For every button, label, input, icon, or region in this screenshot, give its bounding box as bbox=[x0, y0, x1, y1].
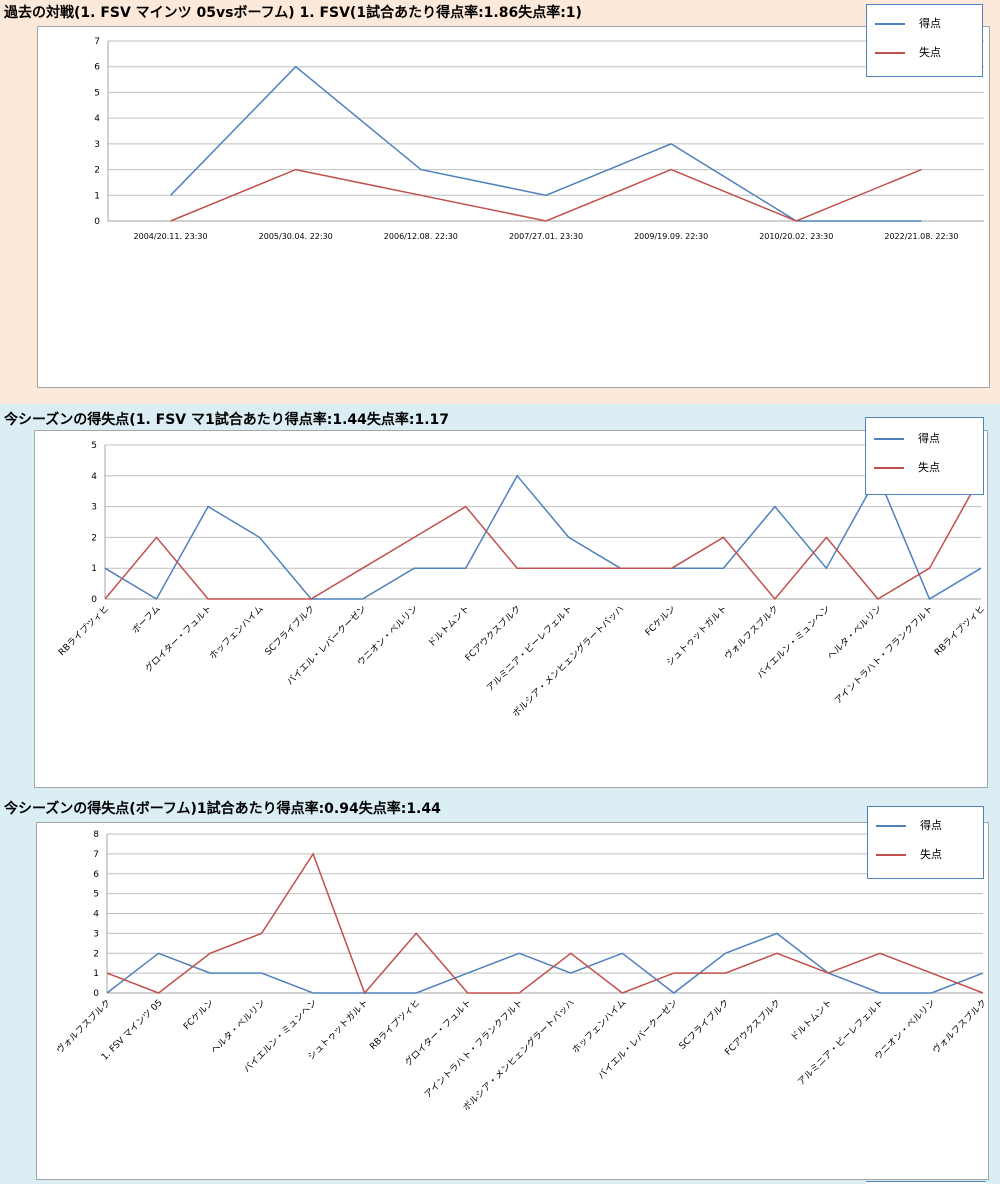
y-tick-label: 0 bbox=[93, 989, 99, 999]
y-tick-label: 3 bbox=[94, 140, 100, 150]
y-tick-label: 5 bbox=[93, 890, 99, 900]
next-legend-edge bbox=[866, 1181, 986, 1185]
bochum-season-chart: 0 1 2 3 4 5 6 7 8 ヴォルフスブルク 1. FSV マインツ 05 FCケルン ヘルタ・… bbox=[36, 822, 989, 1180]
legend-item-concede: 失点 bbox=[868, 844, 983, 864]
x-tick-label: ヴォルフスブルク bbox=[54, 997, 113, 1056]
series-line-concede bbox=[170, 168, 922, 222]
y-tick-label: 2 bbox=[91, 533, 97, 543]
legend-item-score: 得点 bbox=[868, 815, 983, 835]
x-tick-label: ヘルタ・ベルリン bbox=[825, 603, 884, 662]
y-tick-label: 6 bbox=[93, 870, 99, 880]
x-tick-label: ボルシア・メンヒェングラートバッハ bbox=[460, 997, 577, 1114]
past-matches-chart: 0 1 2 3 4 5 6 7 2004/20.11. 23:30 2005/30.04. 22:… bbox=[37, 26, 990, 388]
y-tick-label: 4 bbox=[94, 114, 100, 124]
x-tick-label: SCフライブルク bbox=[676, 997, 731, 1052]
y-tick-label: 1 bbox=[91, 564, 97, 574]
legend-item-concede: 失点 bbox=[867, 42, 982, 62]
x-tick-label: バイエル・レバークーゼン bbox=[284, 603, 369, 688]
y-tick-label: 0 bbox=[94, 217, 100, 227]
past-matches-title: 過去の対戦(1. FSV マインツ 05vsボーフム) 1. FSV(1試合あた… bbox=[4, 5, 582, 21]
y-tick-label: 2 bbox=[94, 166, 100, 176]
legend-concede-swatch bbox=[875, 52, 905, 54]
y-tick-label: 8 bbox=[93, 830, 99, 840]
x-tick-label: バイエル・レバークーゼン bbox=[595, 997, 680, 1082]
y-tick-label: 4 bbox=[93, 910, 99, 920]
x-tick-label: FCケルン bbox=[643, 603, 678, 638]
mainz-season-panel: 今シーズンの得失点(1. FSV マ1試合あたり得点率:1.44失点率:1.17… bbox=[0, 404, 1000, 796]
past-matches-legend: 得点 失点 bbox=[866, 4, 983, 77]
x-tick-label: アルミニア・ビーレフェルト bbox=[484, 603, 574, 693]
x-tick-label: RBライプツィヒ bbox=[932, 603, 987, 658]
mainz-season-title: 今シーズンの得失点(1. FSV マ1試合あたり得点率:1.44失点率:1.17 bbox=[4, 412, 450, 428]
past-matches-chart-svg: 0 1 2 3 4 5 6 7 2004/20.11. 23:30 2005/30.04. 22:… bbox=[94, 37, 984, 241]
legend-concede-label: 失点 bbox=[918, 461, 940, 474]
bochum-season-legend: 得点 失点 bbox=[867, 806, 984, 879]
x-tick-label: RBライプツィヒ bbox=[368, 997, 423, 1052]
legend-concede-swatch bbox=[876, 854, 906, 856]
x-tick-label: 2009/19.09. 22:30 bbox=[634, 232, 708, 241]
y-tick-label: 3 bbox=[91, 503, 97, 513]
y-tick-label: 0 bbox=[91, 595, 97, 605]
x-tick-label: 2005/30.04. 22:30 bbox=[259, 232, 333, 241]
legend-score-label: 得点 bbox=[919, 17, 941, 30]
x-tick-label: FCアウクスブルク bbox=[722, 997, 783, 1058]
bochum-season-title: 今シーズンの得失点(ボーフム)1試合あたり得点率:0.94失点率:1.44 bbox=[4, 801, 441, 817]
legend-score-label: 得点 bbox=[918, 432, 940, 445]
x-tick-label: アルミニア・ビーレフェルト bbox=[796, 997, 886, 1087]
x-tick-label: ボーフム bbox=[130, 603, 163, 636]
x-tick-label: 2006/12.08. 22:30 bbox=[384, 232, 458, 241]
legend-concede-swatch bbox=[874, 467, 904, 469]
x-tick-label: ドルトムント bbox=[426, 603, 472, 649]
series-line-score bbox=[104, 474, 982, 601]
x-tick-label: RBライプツィヒ bbox=[56, 603, 111, 658]
x-tick-label: 2004/20.11. 23:30 bbox=[134, 232, 208, 241]
y-tick-label: 7 bbox=[94, 37, 100, 47]
x-tick-label: ホッフェンハイム bbox=[570, 997, 628, 1055]
legend-score-label: 得点 bbox=[920, 819, 942, 832]
past-matches-panel: 過去の対戦(1. FSV マインツ 05vsボーフム) 1. FSV(1試合あた… bbox=[0, 0, 1000, 404]
legend-item-score: 得点 bbox=[867, 13, 982, 33]
x-tick-label: ボルシア・メンヒェングラートバッハ bbox=[510, 603, 627, 720]
x-tick-label: FCアウクスブルク bbox=[462, 603, 523, 664]
x-tick-label: ヘルタ・ベルリン bbox=[209, 997, 268, 1056]
y-tick-label: 3 bbox=[93, 929, 99, 939]
x-tick-label: ドルトムント bbox=[789, 997, 835, 1043]
bochum-season-panel: 今シーズンの得失点(ボーフム)1試合あたり得点率:0.94失点率:1.44 0 1… bbox=[0, 796, 1000, 1184]
series-line-concede bbox=[106, 852, 984, 995]
x-tick-label: 2007/27.01. 23:30 bbox=[509, 232, 583, 241]
y-tick-label: 4 bbox=[91, 472, 97, 482]
x-tick-label: ヴォルフスブルク bbox=[930, 997, 989, 1056]
y-tick-label: 5 bbox=[91, 441, 97, 451]
y-tick-label: 1 bbox=[94, 191, 100, 201]
x-tick-label: 2010/20.02. 23:30 bbox=[759, 232, 833, 241]
y-tick-label: 6 bbox=[94, 63, 100, 73]
y-tick-label: 5 bbox=[94, 88, 100, 98]
mainz-season-legend: 得点 失点 bbox=[865, 417, 984, 495]
x-tick-label: 2022/21.08. 22:30 bbox=[884, 232, 958, 241]
mainz-season-chart: 0 1 2 3 4 5 RBライプツィヒ ボーフム グロイター・フュルト ホッフェンハイム SCフラ… bbox=[34, 430, 988, 788]
legend-score-swatch bbox=[874, 438, 904, 440]
x-tick-label: アイントラハト・フランクフルト bbox=[833, 603, 936, 706]
series-line-concede bbox=[104, 475, 982, 601]
legend-item-concede: 失点 bbox=[866, 457, 983, 477]
y-tick-label: 1 bbox=[93, 969, 99, 979]
x-tick-label: SCフライブルク bbox=[262, 603, 317, 658]
x-tick-label: ホッフェンハイム bbox=[207, 603, 265, 661]
y-tick-label: 2 bbox=[93, 949, 99, 959]
y-tick-label: 7 bbox=[93, 850, 99, 860]
legend-concede-label: 失点 bbox=[919, 46, 941, 59]
legend-score-swatch bbox=[875, 23, 905, 25]
series-line-score bbox=[106, 932, 984, 994]
legend-item-score: 得点 bbox=[866, 428, 983, 448]
x-tick-label: FCケルン bbox=[181, 997, 216, 1032]
legend-score-swatch bbox=[876, 825, 906, 827]
x-tick-label: ヴォルフスブルク bbox=[722, 603, 781, 662]
legend-concede-label: 失点 bbox=[920, 848, 942, 861]
x-tick-label: アイントラハト・フランクフルト bbox=[422, 997, 525, 1100]
